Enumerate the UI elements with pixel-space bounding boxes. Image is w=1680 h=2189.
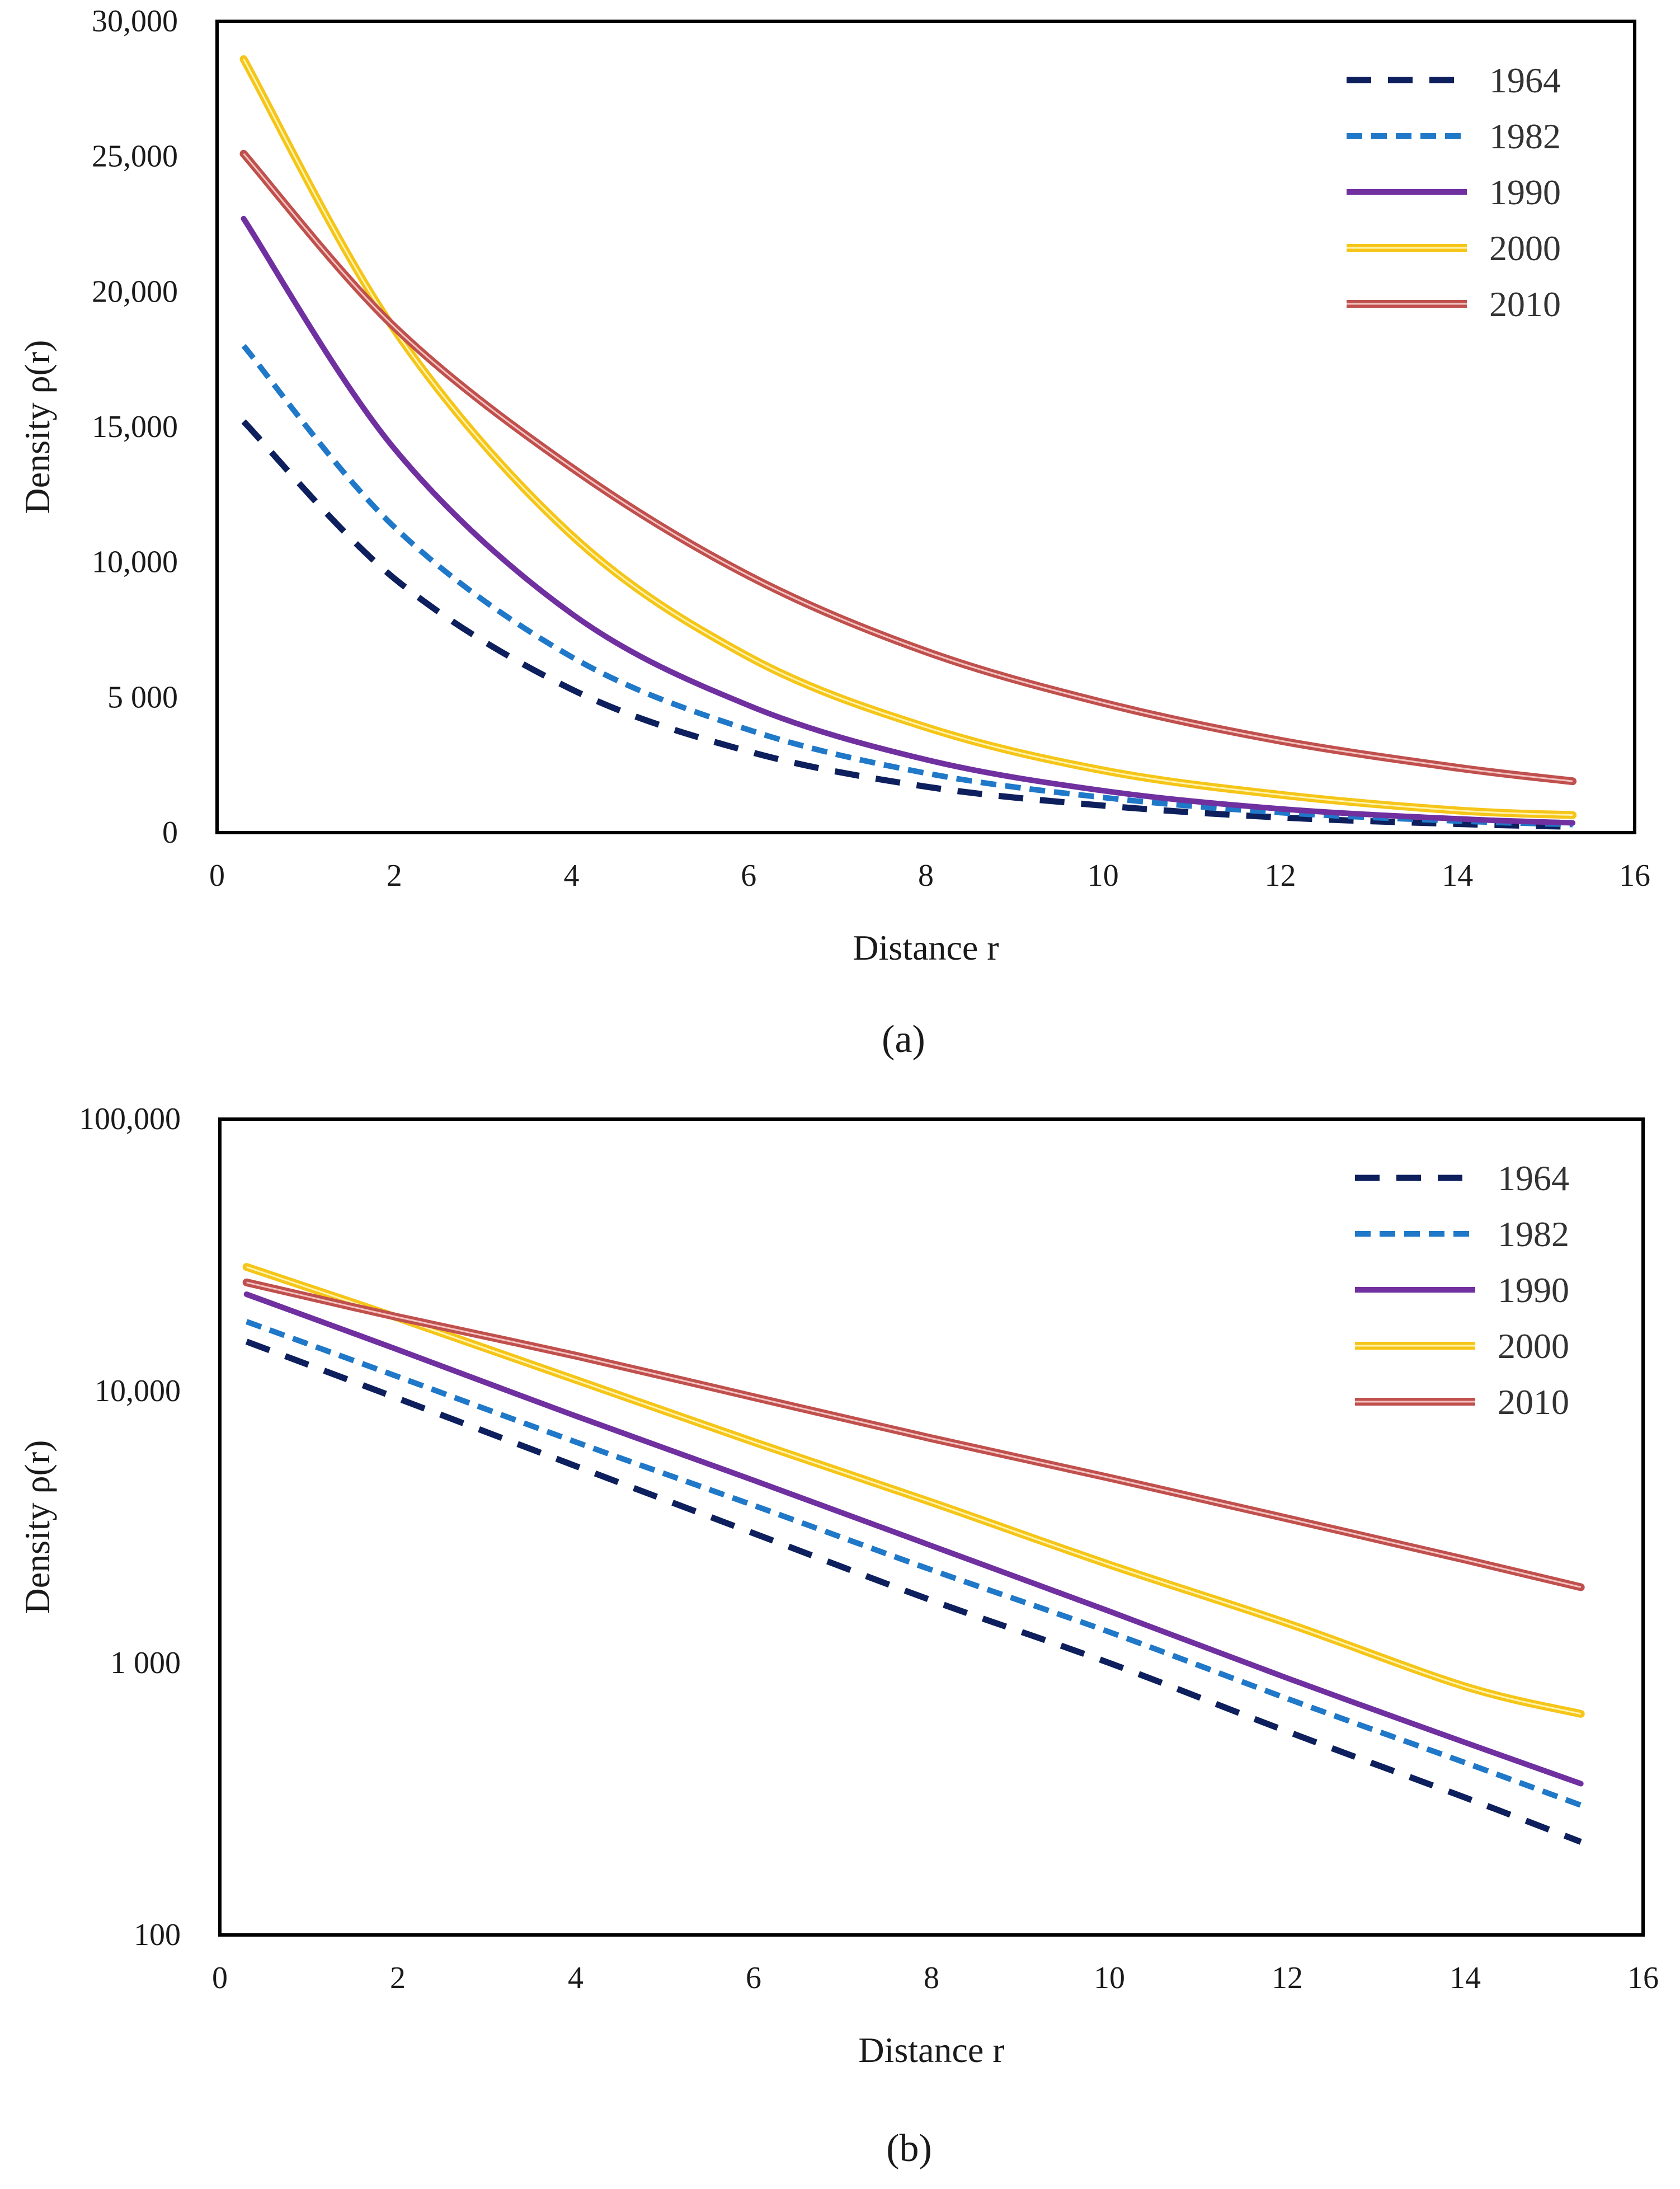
legend: 1964 1982 1990 2000 2010	[1355, 1158, 1569, 1422]
legend-label-1982: 1982	[1489, 116, 1561, 156]
x-tick-label: 14	[1442, 858, 1473, 893]
series-line-2000-highlight	[246, 1266, 1582, 1715]
legend-label-2000: 2000	[1489, 228, 1561, 268]
x-tick-label: 12	[1272, 1961, 1303, 1995]
x-tick-label: 14	[1450, 1961, 1481, 1995]
x-axis-title: Distance r	[853, 928, 999, 967]
y-tick-label: 25,000	[92, 139, 178, 174]
x-tick-label: 10	[1094, 1961, 1125, 1995]
y-tick-label: 0	[162, 815, 178, 850]
y-tick-label: 1 000	[110, 1646, 181, 1680]
legend-label-1964: 1964	[1489, 60, 1561, 100]
y-tick-label: 10,000	[95, 1374, 181, 1408]
legend-label-1990: 1990	[1498, 1270, 1569, 1310]
plot-frame	[218, 1117, 1645, 1937]
legend-label-1982: 1982	[1498, 1214, 1569, 1254]
legend-label-2010: 2010	[1498, 1382, 1569, 1422]
x-tick-label: 2	[390, 1961, 406, 1995]
x-tick-label: 6	[741, 858, 756, 893]
y-tick-label: 5 000	[107, 680, 178, 715]
series-line-1964	[241, 419, 1573, 830]
series-line-2010-highlight	[243, 153, 1573, 782]
y-axis-title: Density ρ(r)	[17, 340, 57, 514]
series-lines	[239, 55, 1577, 830]
legend: 1964 1982 1990 2000 2010	[1347, 60, 1561, 324]
y-tick-label: 100,000	[79, 1102, 181, 1136]
plot-area	[220, 1119, 1643, 1935]
x-tick-label: 12	[1265, 858, 1296, 893]
x-tick-label: 6	[746, 1961, 761, 1995]
y-axis-title: Density ρ(r)	[17, 1440, 57, 1614]
series-lines	[242, 1263, 1585, 1845]
x-axis-title: Distance r	[858, 2030, 1004, 2070]
series-line-1990	[243, 1291, 1584, 1787]
x-tick-label: 4	[568, 1961, 583, 1995]
legend-label-2010: 2010	[1489, 284, 1561, 324]
x-tick-label: 0	[209, 858, 225, 893]
x-tick-label: 16	[1627, 1961, 1659, 1995]
y-tick-label: 20,000	[92, 274, 178, 309]
legend-label-2000: 2000	[1498, 1326, 1569, 1366]
series-line-2010-highlight	[246, 1281, 1582, 1588]
series-line-1964	[245, 1338, 1582, 1845]
x-tick-label: 4	[564, 858, 580, 893]
x-tick-label: 8	[918, 858, 934, 893]
panel-label: (a)	[882, 1018, 925, 1061]
series-line-2000-highlight	[243, 58, 1573, 816]
y-tick-label: 30,000	[92, 4, 178, 39]
y-tick-label: 15,000	[92, 410, 178, 444]
legend-label-1964: 1964	[1498, 1158, 1569, 1198]
x-tick-label: 10	[1088, 858, 1119, 893]
chart-panel-b: 0 2 4 6 8 10 12 14 16 100 1 000 10,000 100,000 Distan…	[17, 1102, 1659, 2170]
x-tick-label: 2	[387, 858, 402, 893]
x-tick-label: 16	[1619, 858, 1650, 893]
plot-area	[217, 21, 1635, 833]
chart-panel-a: 0 2 4 6 8 10 12 14 16 0 5 000 10,000 15,000 20,000 25,…	[17, 4, 1650, 1061]
y-tick-label: 100	[134, 1918, 181, 1952]
series-line-1982	[241, 344, 1573, 828]
panel-label: (b)	[886, 2127, 932, 2170]
y-tick-label: 10,000	[92, 545, 178, 580]
x-tick-label: 8	[924, 1961, 939, 1995]
legend-label-1990: 1990	[1489, 172, 1561, 212]
series-line-1990	[241, 215, 1576, 826]
series-line-1982	[245, 1319, 1582, 1808]
plot-frame	[215, 20, 1636, 834]
x-tick-label: 0	[212, 1961, 228, 1995]
